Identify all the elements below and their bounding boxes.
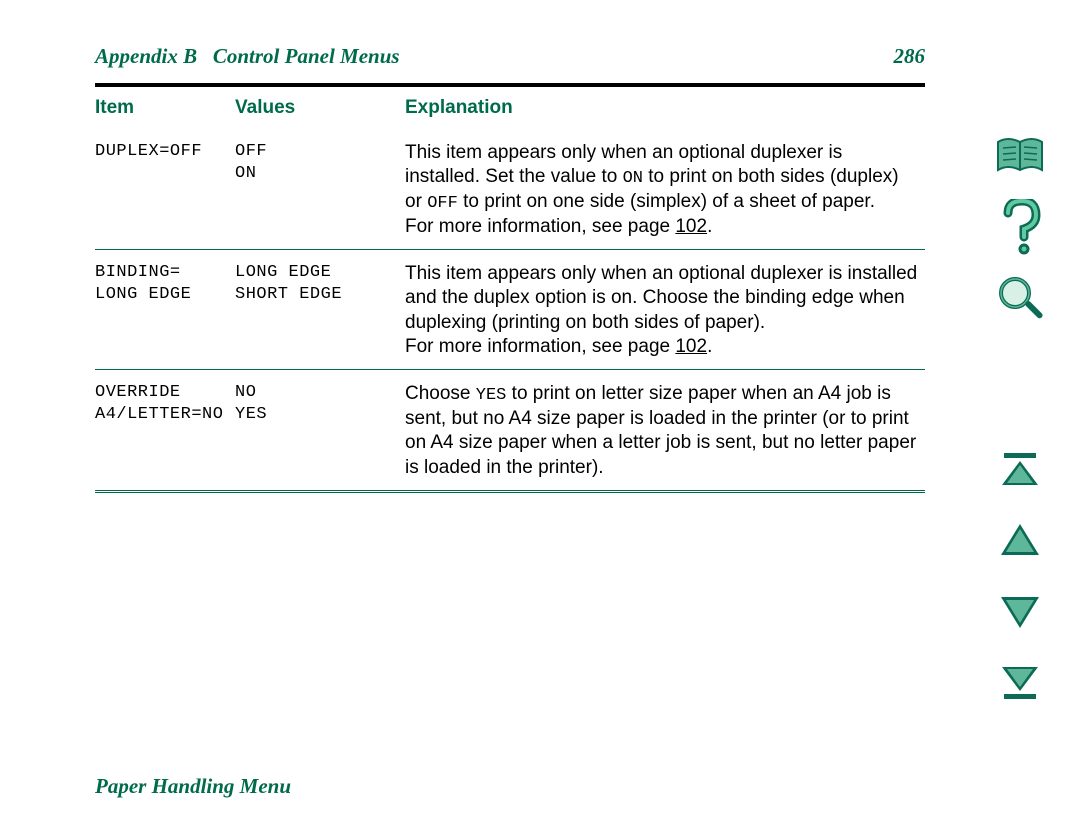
- item-line: DUPLEX=OFF: [95, 141, 229, 163]
- values-cell: LONG EDGE SHORT EDGE: [235, 250, 405, 370]
- col-header-item: Item: [95, 95, 235, 129]
- table-row: DUPLEX=OFF OFF ON This item appears only…: [95, 129, 925, 249]
- page-link[interactable]: 102: [675, 336, 707, 357]
- help-icon[interactable]: [994, 202, 1046, 254]
- sidebar-nav: [990, 445, 1050, 707]
- sidebar-tools: [990, 130, 1050, 326]
- explanation-cell: Choose YES to print on letter size paper…: [405, 370, 925, 490]
- col-header-explanation: Explanation: [405, 95, 925, 129]
- col-header-values: Values: [235, 95, 405, 129]
- value-line: YES: [235, 404, 399, 426]
- values-cell: NO YES: [235, 370, 405, 490]
- item-cell: DUPLEX=OFF: [95, 129, 235, 249]
- header-title: Appendix B Control Panel Menus: [95, 44, 400, 69]
- inline-code: YES: [476, 386, 507, 405]
- prev-page-icon[interactable]: [994, 515, 1046, 567]
- inline-code: ON: [623, 169, 643, 188]
- first-page-icon[interactable]: [994, 445, 1046, 497]
- more-info-suffix: .: [707, 336, 712, 357]
- value-line: LONG EDGE: [235, 262, 399, 284]
- menu-table: Item Values Explanation DUPLEX=OFF OFF O…: [95, 95, 925, 493]
- exp-text: This item appears only when an optional …: [405, 263, 917, 333]
- page-header: Appendix B Control Panel Menus 286: [95, 44, 925, 69]
- value-line: ON: [235, 163, 399, 185]
- values-cell: OFF ON: [235, 129, 405, 249]
- footer-section: Paper Handling Menu: [95, 774, 291, 799]
- item-cell: BINDING= LONG EDGE: [95, 250, 235, 370]
- item-line: A4/LETTER=NO: [95, 404, 229, 426]
- chapter-title: Control Panel Menus: [213, 44, 400, 68]
- document-page: Appendix B Control Panel Menus 286 Item …: [95, 44, 925, 493]
- search-icon[interactable]: [994, 274, 1046, 326]
- exp-text: to print on one side (simplex) of a shee…: [458, 191, 875, 212]
- table-end-rule: [95, 490, 925, 492]
- page-link[interactable]: 102: [675, 216, 707, 237]
- header-rule: [95, 83, 925, 87]
- explanation-cell: This item appears only when an optional …: [405, 250, 925, 370]
- value-line: SHORT EDGE: [235, 284, 399, 306]
- more-info-prefix: For more information, see page: [405, 216, 675, 237]
- item-line: LONG EDGE: [95, 284, 229, 306]
- table-row: BINDING= LONG EDGE LONG EDGE SHORT EDGE …: [95, 250, 925, 370]
- table-row: OVERRIDE A4/LETTER=NO NO YES Choose YES …: [95, 370, 925, 490]
- more-info-prefix: For more information, see page: [405, 336, 675, 357]
- next-page-icon[interactable]: [994, 585, 1046, 637]
- item-line: BINDING=: [95, 262, 229, 284]
- last-page-icon[interactable]: [994, 655, 1046, 707]
- book-icon[interactable]: [994, 130, 1046, 182]
- exp-text: Choose: [405, 383, 476, 404]
- value-line: NO: [235, 382, 399, 404]
- item-line: OVERRIDE: [95, 382, 229, 404]
- more-info-suffix: .: [707, 216, 712, 237]
- item-cell: OVERRIDE A4/LETTER=NO: [95, 370, 235, 490]
- table-header-row: Item Values Explanation: [95, 95, 925, 129]
- page-number: 286: [894, 44, 926, 69]
- inline-code: OFF: [427, 194, 458, 213]
- appendix-label: Appendix B: [95, 44, 197, 68]
- value-line: OFF: [235, 141, 399, 163]
- explanation-cell: This item appears only when an optional …: [405, 129, 925, 249]
